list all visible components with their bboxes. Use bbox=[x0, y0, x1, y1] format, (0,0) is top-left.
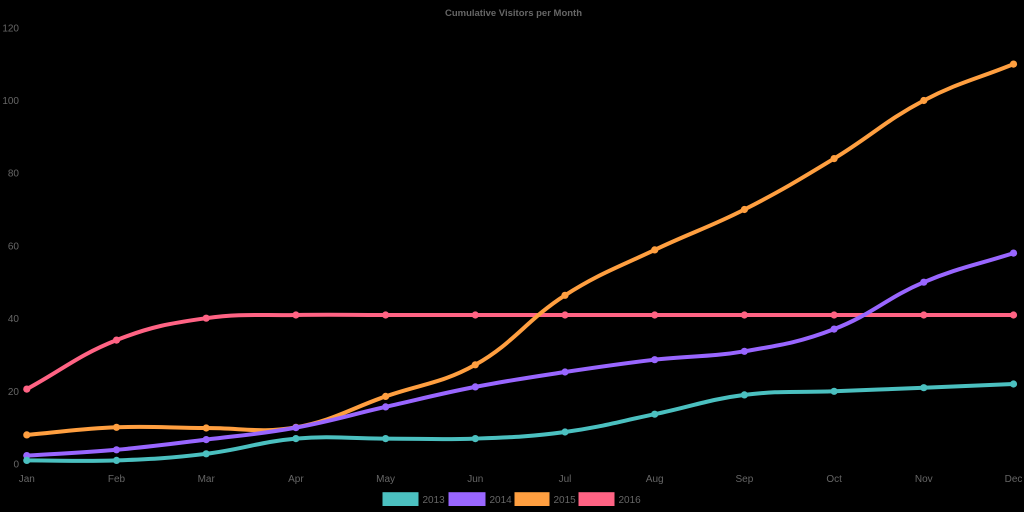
svg-text:2016: 2016 bbox=[619, 495, 642, 506]
svg-text:60: 60 bbox=[8, 241, 20, 252]
svg-text:120: 120 bbox=[2, 23, 19, 34]
svg-text:Jul: Jul bbox=[559, 474, 572, 485]
svg-text:Oct: Oct bbox=[826, 474, 842, 485]
svg-text:Mar: Mar bbox=[198, 474, 216, 485]
svg-text:0: 0 bbox=[13, 460, 19, 471]
svg-text:2014: 2014 bbox=[490, 495, 513, 506]
svg-text:Nov: Nov bbox=[915, 474, 933, 485]
svg-text:Jun: Jun bbox=[467, 474, 483, 485]
svg-text:Apr: Apr bbox=[288, 474, 304, 485]
svg-text:Cumulative Visitors per Month: Cumulative Visitors per Month bbox=[445, 8, 582, 19]
svg-text:20: 20 bbox=[8, 387, 20, 398]
svg-text:100: 100 bbox=[2, 96, 19, 107]
svg-text:40: 40 bbox=[8, 314, 20, 325]
svg-text:2015: 2015 bbox=[554, 495, 577, 506]
svg-text:Sep: Sep bbox=[736, 474, 754, 485]
svg-text:Dec: Dec bbox=[1005, 474, 1023, 485]
svg-text:Feb: Feb bbox=[108, 474, 126, 485]
svg-text:Jan: Jan bbox=[19, 474, 35, 485]
svg-text:May: May bbox=[376, 474, 395, 485]
svg-text:Aug: Aug bbox=[646, 474, 664, 485]
svg-text:80: 80 bbox=[8, 169, 20, 180]
svg-text:2013: 2013 bbox=[423, 495, 446, 506]
